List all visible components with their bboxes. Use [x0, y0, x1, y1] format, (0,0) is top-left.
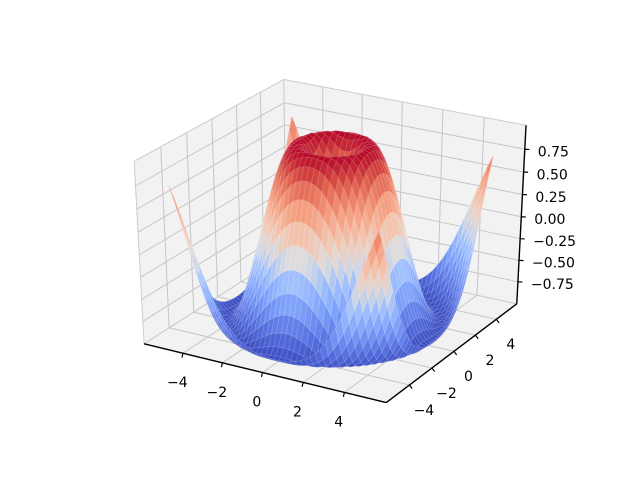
matplotlib-figure: [0, 0, 640, 480]
surface-plot-canvas: [0, 0, 640, 480]
